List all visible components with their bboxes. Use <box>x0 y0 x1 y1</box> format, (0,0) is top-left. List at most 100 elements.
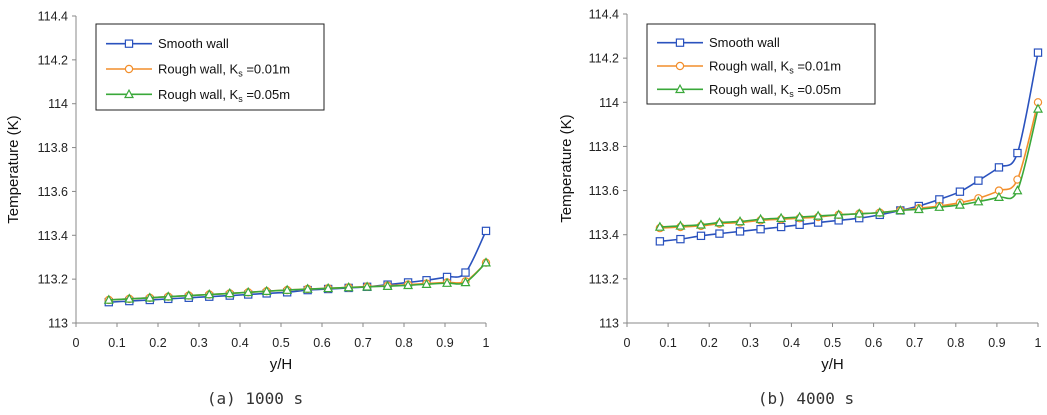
series-line <box>659 102 1039 229</box>
legend-label: Rough wall, Ks =0.01m <box>158 62 290 79</box>
x-tick-label: 1 <box>1035 336 1042 350</box>
data-point <box>343 282 354 292</box>
data-point <box>243 286 254 297</box>
data-point <box>403 279 414 290</box>
data-point <box>421 278 432 288</box>
data-point <box>974 176 983 185</box>
data-point <box>715 229 724 238</box>
y-tick-label: 114 <box>599 96 619 110</box>
data-point <box>1012 185 1023 195</box>
legend-marker <box>675 61 685 71</box>
data-point <box>934 201 945 211</box>
data-point <box>460 276 471 287</box>
y-axis-label: Temperature (K) <box>558 114 575 222</box>
y-tick-label: 113 <box>599 317 619 331</box>
y-tick-label: 113.4 <box>38 229 68 243</box>
data-point <box>282 284 293 294</box>
legend-marker <box>675 38 685 47</box>
data-point <box>776 222 786 232</box>
y-tick-label: 113.8 <box>589 140 619 154</box>
data-point <box>480 257 492 267</box>
data-point <box>756 224 765 234</box>
data-point <box>874 207 885 217</box>
data-point <box>224 287 235 298</box>
x-tick-label: 0.6 <box>865 336 882 350</box>
x-tick-label: 0.5 <box>824 336 841 350</box>
legend-marker <box>674 83 686 94</box>
x-tick-label: 0.1 <box>659 336 676 350</box>
x-tick-label: 0 <box>624 336 631 350</box>
x-tick-label: 0.8 <box>947 336 964 350</box>
data-point <box>442 277 453 287</box>
data-point <box>323 282 334 293</box>
legend-label: Rough wall, Ks =0.05m <box>709 82 841 99</box>
data-point <box>382 280 393 290</box>
series-2 <box>655 98 1043 233</box>
y-tick-label: 114.4 <box>38 10 68 24</box>
series-line <box>659 108 1039 228</box>
data-point <box>676 234 685 244</box>
data-point <box>735 227 745 236</box>
data-point <box>124 293 135 303</box>
data-point <box>735 216 746 226</box>
data-point <box>103 294 114 304</box>
chart-caption: (a) 1000 s <box>207 389 303 408</box>
data-point <box>776 212 787 222</box>
legend-label: Rough wall, Ks =0.05m <box>158 87 290 104</box>
legend: Smooth wall Rough wall, Ks =0.01m Rough wa… <box>95 23 325 111</box>
chart-panel-1: 113 113.2 113.4 113.6 113.8 114 114.2 114.4 0 0.1… <box>5 10 492 408</box>
y-tick-label: 113 <box>48 317 68 331</box>
data-point <box>696 231 706 241</box>
x-tick-label: 1 <box>483 336 490 350</box>
x-axis-label: y/H <box>270 356 293 373</box>
y-tick-label: 113.6 <box>589 184 619 198</box>
data-point <box>913 203 924 214</box>
legend-marker <box>124 39 134 48</box>
x-tick-label: 0.7 <box>354 336 371 350</box>
data-point <box>461 268 470 277</box>
x-tick-label: 0.4 <box>783 336 800 350</box>
series-1 <box>104 226 491 307</box>
x-tick-label: 0.4 <box>231 336 248 350</box>
data-point <box>362 281 373 291</box>
x-tick-label: 0.3 <box>742 336 759 350</box>
y-tick-label: 113.2 <box>38 273 68 287</box>
y-tick-label: 114.2 <box>38 53 68 67</box>
data-point <box>973 196 984 206</box>
data-point <box>993 191 1004 201</box>
data-point <box>481 226 491 236</box>
series-line <box>108 230 487 303</box>
data-point <box>655 237 665 246</box>
y-tick-label: 113.6 <box>38 185 68 199</box>
data-point <box>1033 48 1043 57</box>
x-axis-label: y/H <box>821 356 844 373</box>
data-point <box>954 199 965 209</box>
data-point <box>144 292 155 302</box>
legend-box <box>646 23 876 105</box>
data-point <box>183 290 194 300</box>
data-point <box>794 211 805 221</box>
chart-caption: (b) 4000 s <box>758 389 854 408</box>
legend: Smooth wall Rough wall, Ks =0.01m Rough wa… <box>646 23 876 105</box>
legend-label: Rough wall, Ks =0.01m <box>709 59 841 76</box>
legend-label: Smooth wall <box>709 35 780 50</box>
data-point <box>854 208 865 218</box>
data-point <box>302 283 313 293</box>
x-tick-label: 0.8 <box>395 336 412 350</box>
data-point <box>654 221 665 231</box>
data-point <box>755 213 766 224</box>
data-point <box>1013 148 1022 158</box>
x-tick-label: 0.7 <box>906 336 923 350</box>
y-tick-label: 114.2 <box>589 52 619 66</box>
x-tick-label: 0.5 <box>272 336 289 350</box>
data-point <box>695 219 706 229</box>
y-tick-label: 113.8 <box>38 141 68 155</box>
series-3 <box>654 103 1044 231</box>
y-tick-label: 113.4 <box>589 228 619 242</box>
legend-label: Smooth wall <box>158 36 229 51</box>
data-point <box>895 204 906 215</box>
data-point <box>994 163 1004 172</box>
x-tick-label: 0.3 <box>190 336 207 350</box>
data-point <box>813 210 824 220</box>
